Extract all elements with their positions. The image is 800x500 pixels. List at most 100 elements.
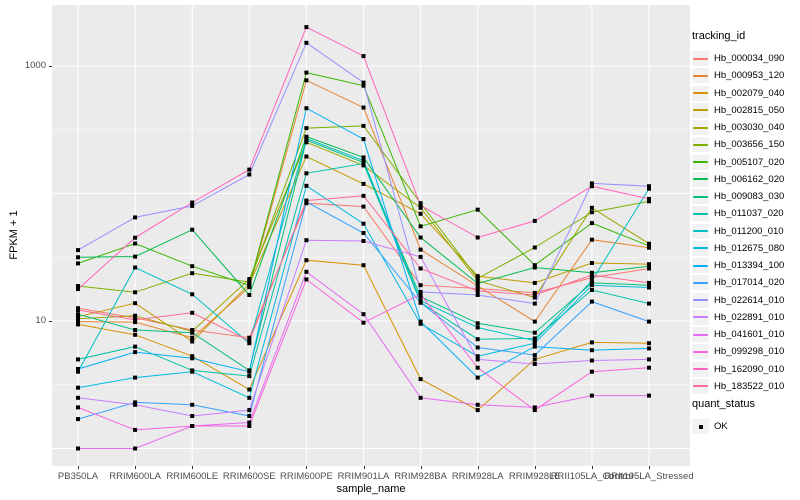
- legend-key-swatch: [692, 171, 709, 187]
- legend-key-line: [693, 368, 708, 371]
- data-point: [475, 286, 480, 291]
- data-point: [475, 365, 480, 370]
- data-point: [133, 328, 138, 332]
- legend-item-label: Hb_183522_010: [714, 380, 785, 392]
- data-point: [418, 319, 423, 324]
- data-point: [247, 408, 252, 413]
- data-point: [190, 335, 195, 340]
- data-point: [589, 205, 594, 210]
- data-point: [76, 261, 80, 266]
- data-point: [589, 283, 594, 288]
- data-point: [133, 254, 138, 259]
- legend-item-Hb_003656_150: Hb_003656_150: [692, 136, 800, 153]
- data-point: [76, 446, 80, 451]
- data-point: [247, 424, 252, 428]
- legend-item-label: Hb_022614_010: [714, 294, 785, 306]
- data-point: [133, 446, 138, 451]
- x-tick-mark: [477, 466, 479, 469]
- data-point: [418, 266, 423, 271]
- data-point: [532, 341, 537, 346]
- legend-key-line: [693, 264, 708, 267]
- data-point: [589, 210, 594, 215]
- data-point: [418, 300, 423, 305]
- color-legend-title: tracking_id: [692, 30, 746, 42]
- data-point: [475, 325, 480, 330]
- legend-item-label: Hb_003656_150: [714, 139, 785, 151]
- legend-key-swatch: [692, 120, 709, 136]
- x-tick-label-RRII105LA_Control: RRII105LA_Control: [550, 471, 634, 482]
- data-point: [647, 280, 651, 285]
- data-point: [647, 241, 651, 246]
- x-tick-mark: [591, 466, 593, 469]
- data-point: [190, 264, 195, 269]
- legend-key-line: [693, 350, 708, 353]
- data-point: [304, 40, 309, 45]
- legend-item-label: Hb_162090_010: [714, 363, 785, 375]
- data-point: [361, 155, 366, 160]
- data-point: [589, 261, 594, 265]
- legend-item-Hb_011200_010: Hb_011200_010: [692, 223, 800, 240]
- data-point: [475, 284, 480, 288]
- legend-item-label: Hb_012675_080: [714, 242, 785, 254]
- legend-key-line: [693, 247, 708, 250]
- x-tick-mark: [420, 466, 422, 469]
- data-point: [76, 284, 80, 288]
- data-point: [589, 273, 594, 278]
- data-point: [475, 207, 480, 212]
- data-point: [418, 203, 423, 208]
- legend-key-line: [693, 230, 708, 233]
- data-point: [418, 247, 423, 252]
- legend-key-swatch: [692, 189, 709, 205]
- data-point: [418, 377, 423, 382]
- data-point: [647, 285, 651, 290]
- data-point: [247, 283, 252, 288]
- data-point: [247, 277, 252, 282]
- legend-item-Hb_005107_020: Hb_005107_020: [692, 154, 800, 171]
- data-point: [532, 245, 537, 250]
- legend-key-line: [693, 333, 708, 336]
- legend-item-label: Hb_022891_010: [714, 311, 785, 323]
- legend-key-line: [693, 109, 708, 112]
- data-point: [247, 341, 252, 346]
- data-point: [589, 184, 594, 189]
- data-point: [418, 289, 423, 294]
- x-tick-label-PB350LA: PB350LA: [57, 471, 99, 482]
- data-point: [190, 292, 195, 297]
- legend-key-line: [693, 57, 708, 60]
- legend-item-label: Hb_013394_100: [714, 260, 785, 272]
- legend-item-label: Hb_005107_020: [714, 156, 785, 168]
- data-point: [647, 266, 651, 271]
- y-tick-label: 1000: [24, 60, 46, 71]
- legend-key-swatch: [692, 344, 709, 360]
- data-point: [475, 276, 480, 281]
- data-point: [190, 227, 195, 232]
- x-tick-mark: [649, 466, 650, 469]
- legend-key-swatch: [692, 327, 709, 343]
- legend-item-label: Hb_002815_050: [714, 104, 785, 116]
- data-point: [304, 106, 309, 111]
- legend-item-Hb_011037_020: Hb_011037_020: [692, 205, 800, 222]
- data-point: [418, 211, 423, 216]
- x-tick-mark: [534, 466, 536, 469]
- data-point: [76, 287, 80, 292]
- data-point: [133, 402, 138, 407]
- data-point: [76, 248, 80, 253]
- data-point: [76, 312, 80, 317]
- x-tick-label-RRIM600LE: RRIM600LE: [166, 471, 219, 482]
- x-axis-title: sample_name: [336, 483, 406, 495]
- legend-item-label: Hb_000953_120: [714, 70, 785, 82]
- data-point: [361, 83, 366, 88]
- data-point: [133, 344, 138, 349]
- data-point: [647, 341, 651, 346]
- x-tick-label-RRIM600SE: RRIM600SE: [222, 471, 276, 482]
- legend-key-line: [693, 212, 708, 215]
- data-point: [304, 25, 309, 30]
- legend-key-swatch: [692, 223, 709, 239]
- x-tick-label-RRIM600PE: RRIM600PE: [279, 471, 333, 482]
- data-point: [76, 385, 80, 390]
- legend-item-Hb_099298_010: Hb_099298_010: [692, 343, 800, 360]
- x-tick-label-RRIM928LA: RRIM928LA: [451, 471, 504, 482]
- data-point: [361, 123, 366, 128]
- data-point: [532, 353, 537, 358]
